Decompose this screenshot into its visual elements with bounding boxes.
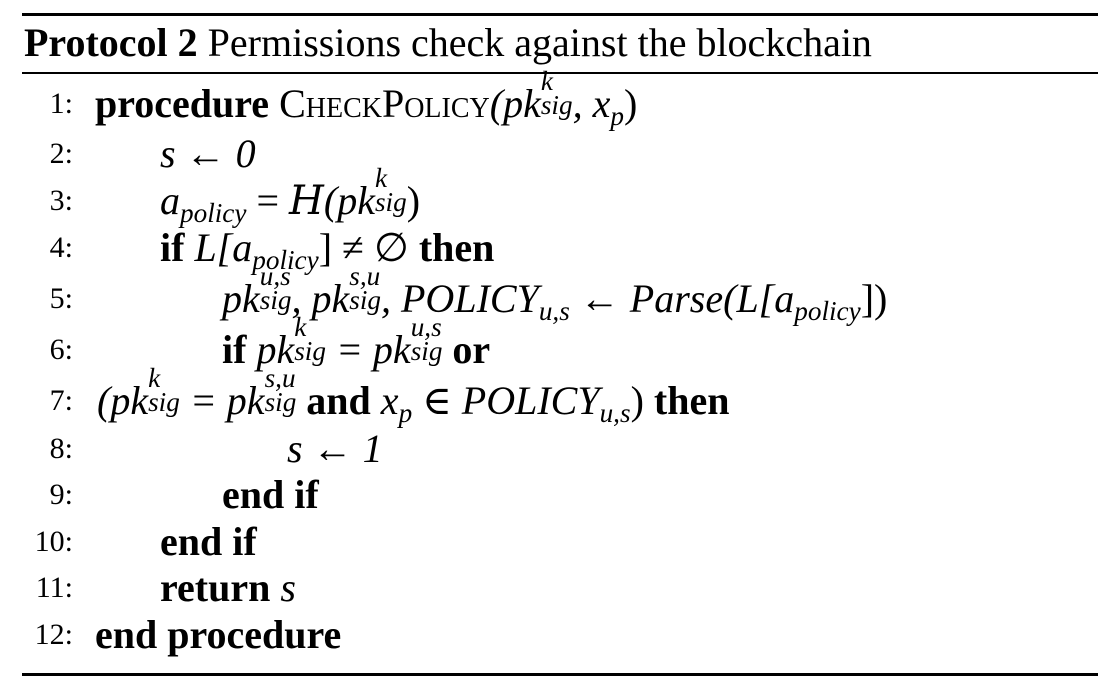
- keyword-if: if: [222, 327, 247, 372]
- policy: , POLICY: [381, 276, 539, 321]
- caption-title: Permissions check against the blockchain: [207, 20, 872, 65]
- assign-s-one: s ← 1: [287, 426, 383, 471]
- pk-su: = pk: [179, 378, 265, 423]
- pk-us: = pk: [325, 327, 411, 372]
- keyword-end-if: end if: [222, 472, 319, 517]
- pk-k-scripts: ksigsig: [148, 362, 180, 418]
- keyword-end-if: end if: [160, 519, 257, 564]
- arg-pk: (pk: [489, 81, 541, 126]
- pk-scripts: ksigsig: [374, 162, 407, 218]
- pk-k: pk: [246, 327, 295, 372]
- line-number: 9:: [49, 478, 73, 511]
- equals: =: [246, 178, 289, 223]
- ledger-lookup: L[a: [184, 225, 253, 270]
- keyword-then: then: [653, 378, 730, 423]
- arg-pk: (pk: [323, 178, 375, 223]
- var-x: x: [370, 378, 399, 423]
- pk-scripts: ksigsig: [540, 65, 573, 121]
- arg-x-sub: p: [610, 101, 624, 132]
- line-number: 1:: [49, 87, 73, 120]
- line-number: 8:: [49, 432, 73, 465]
- bottom-rule: [22, 673, 1098, 676]
- return-value: s: [280, 565, 296, 610]
- parse-close: ]): [860, 276, 888, 321]
- parse-call: ← Parse(L[a: [569, 276, 795, 321]
- pk-su-scripts: s,usigsig: [264, 362, 297, 418]
- pk-us-scripts: u,ssigsig: [259, 260, 292, 316]
- keyword-if: if: [160, 225, 185, 270]
- args-close: ): [623, 81, 638, 126]
- keyword-then: then: [418, 225, 495, 270]
- caption-rule: [22, 72, 1098, 74]
- top-rule: [22, 13, 1098, 16]
- line-number: 3:: [49, 184, 73, 217]
- in-policy: ∈ POLICY: [412, 378, 600, 423]
- line-number: 6:: [49, 333, 73, 366]
- procedure-name: CheckPolicy: [279, 81, 490, 126]
- keyword-end-procedure: end procedure: [95, 612, 342, 657]
- pk-us-scripts: u,ssigsig: [410, 311, 443, 367]
- keyword-return: return: [160, 565, 271, 610]
- pk-su: , pk: [291, 276, 350, 321]
- parse-sub: policy: [794, 296, 861, 327]
- pk-k-scripts: ksigsig: [294, 311, 326, 367]
- var-a: a: [160, 178, 180, 223]
- var-a-sub: policy: [180, 198, 247, 229]
- line-number: 11:: [35, 571, 73, 604]
- line-number: 10:: [34, 525, 73, 558]
- pk-su-scripts: s,usigsig: [349, 260, 381, 316]
- hash-symbol: H: [289, 178, 324, 224]
- policy-sub: u,s: [538, 296, 570, 327]
- line-number: 2:: [49, 137, 73, 170]
- policy-sub: u,s: [599, 398, 631, 429]
- algorithm-caption: Protocol 2 Permissions check against the…: [24, 18, 872, 68]
- caption-label: Protocol 2: [24, 20, 198, 65]
- keyword-and: and: [306, 378, 371, 423]
- line-number: 12:: [34, 618, 73, 651]
- line-number: 7:: [49, 384, 73, 417]
- line-number: 5:: [49, 282, 73, 315]
- keyword-or: or: [452, 327, 491, 372]
- pk-k: (pk: [97, 378, 149, 423]
- line-number: 4:: [49, 231, 73, 264]
- pk-us: pk: [222, 276, 260, 321]
- ledger-sub: policy: [252, 245, 319, 276]
- arg-x: , x: [572, 81, 611, 126]
- assign-s-zero: s ← 0: [160, 131, 256, 176]
- not-empty: ] ≠ ∅: [318, 225, 419, 270]
- paren-close: ): [406, 178, 421, 223]
- keyword-procedure: procedure: [95, 81, 270, 126]
- var-x-sub: p: [398, 398, 413, 429]
- paren-close: ): [630, 378, 644, 423]
